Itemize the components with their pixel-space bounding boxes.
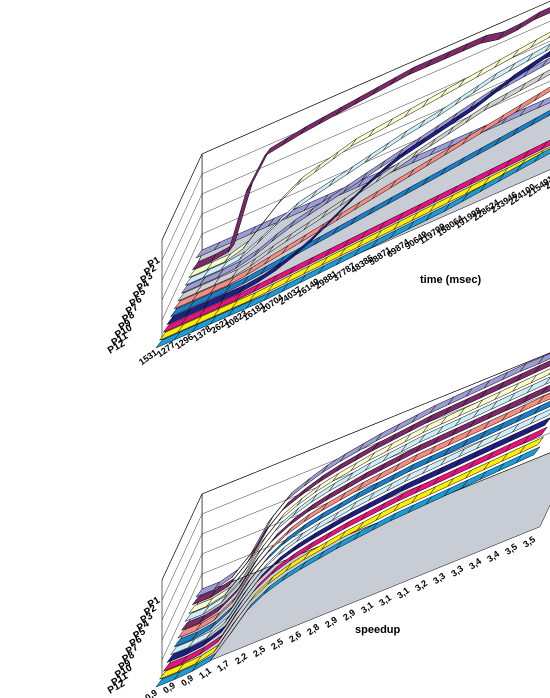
series-ribbon-P11 — [158, 436, 544, 680]
x-tick-label: 0,9 — [143, 687, 159, 698]
gridline — [201, 1, 550, 155]
category-label: P5 — [131, 626, 147, 642]
series-ribbon-P12 — [155, 446, 541, 688]
data-point-P7-20 — [533, 401, 550, 415]
data-point-P4-20 — [544, 44, 550, 52]
x-tick-label: 2,5 — [251, 644, 267, 659]
speedup-chart: 0,020,040,060,080,0100,0P1P2P3P4P5P6P7P8… — [106, 352, 550, 698]
series-ribbon-P1 — [195, 353, 550, 598]
x-tick-label: 2,2 — [233, 651, 249, 666]
data-point-P2-19 — [534, 360, 550, 374]
category-label: P3 — [139, 270, 155, 286]
gridline — [201, 81, 550, 235]
category-label: P1 — [146, 595, 162, 611]
category-label: P8 — [121, 309, 137, 325]
series-ribbon-P3 — [187, 368, 550, 615]
x-tick-label: 2,9 — [341, 607, 357, 622]
series-ribbon-P2 — [191, 360, 550, 606]
category-label: P3 — [139, 610, 155, 626]
category-label: P9 — [117, 317, 133, 333]
x-tick-label: 2,8 — [305, 622, 321, 637]
data-point-P7-20 — [533, 86, 550, 102]
gridline — [201, 41, 550, 195]
series-ribbon-P4 — [184, 43, 550, 287]
series-ribbon-P10 — [162, 139, 550, 333]
category-label: P2 — [142, 603, 158, 619]
category-label: P2 — [142, 263, 158, 279]
data-point-P4-20 — [544, 377, 550, 386]
data-point-P10-21 — [541, 139, 550, 150]
series-ribbon-P6 — [177, 393, 550, 639]
x-tick-label: 3,2 — [413, 578, 429, 593]
category-label: P6 — [128, 294, 144, 310]
x-tick-label: 1,7 — [215, 658, 231, 673]
data-point-P12-20 — [515, 446, 541, 464]
series-ribbon-P2 — [191, 7, 550, 271]
x-tick-label: 3,1 — [395, 585, 411, 600]
series-ribbon-P5 — [180, 384, 550, 631]
series-ribbon-P9 — [166, 417, 550, 664]
data-point-P5-20 — [540, 384, 550, 395]
series-ribbon-P3 — [187, 31, 550, 279]
x-tick-label: 2,5 — [269, 636, 285, 651]
data-point-P5-20 — [541, 57, 550, 68]
gridline — [201, 352, 550, 495]
data-point-P6-20 — [537, 69, 550, 82]
data-point-P6-20 — [537, 393, 550, 405]
data-point-P9-20 — [526, 417, 550, 434]
category-label: P7 — [124, 642, 140, 658]
series-ribbon-P11 — [158, 146, 550, 341]
time-chart: 0,020,040,060,080,0100,0P1P2P3P4P5P6P7P8… — [106, 0, 550, 367]
gridline — [201, 392, 550, 535]
series-ribbon-P10 — [162, 426, 548, 672]
x-tick-label: 2,6 — [287, 629, 303, 644]
x-tick-label: 1,1 — [197, 666, 213, 681]
data-point-P1-19 — [537, 353, 550, 365]
data-point-P1-19 — [537, 96, 550, 109]
category-label: P1 — [146, 255, 162, 271]
x-tick-label: 3,4 — [485, 549, 501, 564]
data-point-P10-20 — [523, 426, 548, 444]
x-tick-label: 2,9 — [323, 614, 339, 629]
x-tick-label: 3,3 — [449, 563, 465, 578]
series-ribbon-P5 — [180, 57, 550, 294]
series-ribbon-P7 — [173, 401, 550, 648]
series-ribbon-P12 — [155, 148, 550, 349]
x-tick-label: 3,1 — [377, 593, 393, 608]
category-label: P9 — [117, 657, 133, 673]
x-axis-title: time (msec) — [420, 274, 481, 286]
series-ribbon-P8 — [169, 409, 550, 656]
x-tick-label: 3,4 — [467, 556, 483, 571]
data-point-P11-20 — [519, 436, 544, 454]
category-label: P4 — [135, 278, 151, 294]
x-tick-label: 3,1 — [359, 600, 375, 615]
gridline — [201, 21, 550, 175]
category-label: P6 — [128, 634, 144, 650]
x-tick-label: 3,3 — [431, 571, 447, 586]
data-point-P8-20 — [530, 409, 550, 424]
data-point-P9-21 — [544, 51, 550, 60]
x-tick-label: 3,5 — [521, 534, 537, 549]
data-point-P12-21 — [533, 148, 550, 163]
series-ribbon-P4 — [184, 376, 550, 623]
data-point-P8-21 — [548, 113, 550, 117]
series-ribbon-P7 — [173, 86, 550, 310]
x-axis-title: speedup — [355, 624, 401, 636]
category-label: P8 — [121, 649, 137, 665]
category-label: P4 — [135, 618, 151, 634]
data-point-P2-19 — [533, 7, 550, 21]
series-ribbon-P6 — [177, 69, 550, 302]
category-label: P5 — [131, 286, 147, 302]
series-ribbon-P9 — [166, 50, 550, 326]
x-tick-label: 3,5 — [503, 541, 519, 556]
category-label: P7 — [124, 302, 140, 318]
